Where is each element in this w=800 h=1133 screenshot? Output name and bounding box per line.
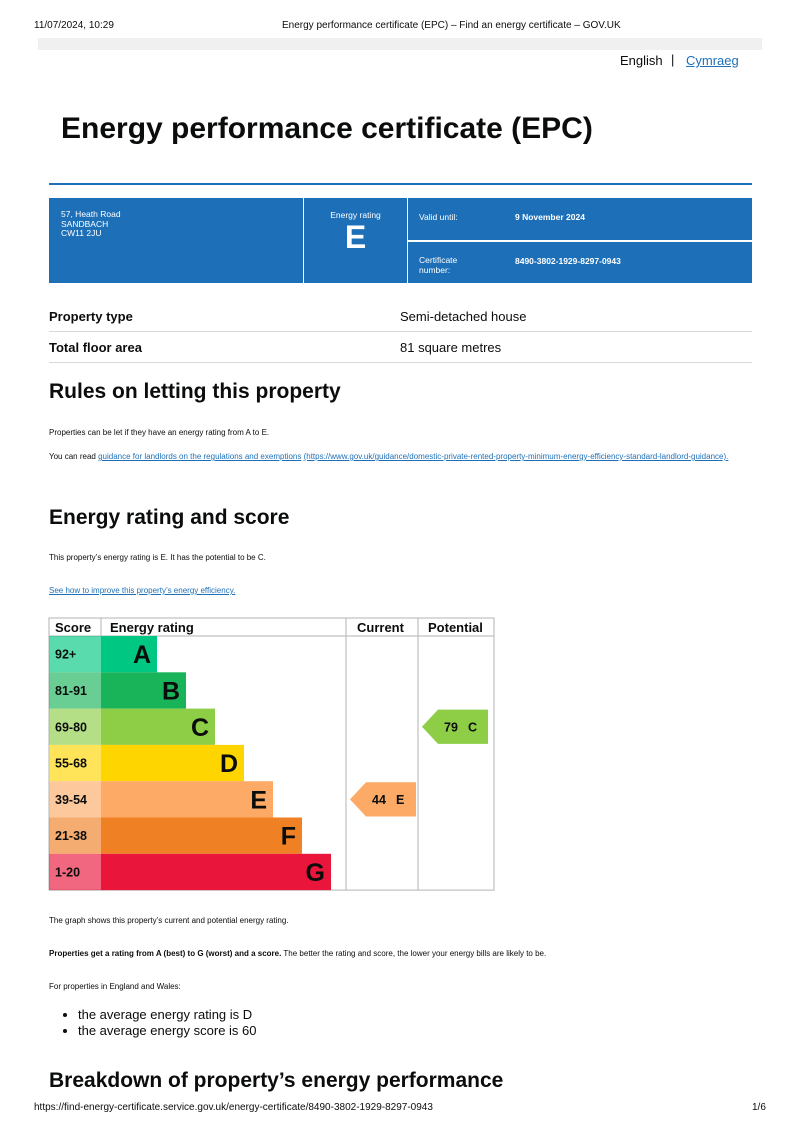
row-divider bbox=[49, 331, 752, 332]
print-datetime: 11/07/2024, 10:29 bbox=[34, 20, 114, 31]
rating-label: Energy rating bbox=[330, 210, 381, 220]
text: The better the rating and score, the low… bbox=[283, 949, 547, 958]
potential-score: 79 bbox=[444, 720, 458, 734]
grey-bar bbox=[38, 38, 762, 50]
property-label: Property type bbox=[49, 309, 133, 324]
score-cell bbox=[49, 817, 101, 854]
band-score: 81-91 bbox=[55, 684, 87, 698]
current-letter: E bbox=[396, 793, 404, 807]
link-url[interactable]: (https://www.gov.uk/guidance/domestic-pr… bbox=[303, 452, 729, 461]
bullet-list: the average energy rating is D the avera… bbox=[50, 1007, 257, 1039]
column-header: Energy rating bbox=[110, 620, 194, 635]
print-title: Energy performance certificate (EPC) – F… bbox=[282, 20, 621, 31]
score-cell bbox=[49, 781, 101, 818]
band-letter: F bbox=[281, 823, 296, 851]
link[interactable]: See how to improve this property’s energ… bbox=[49, 586, 236, 595]
column-header: Score bbox=[55, 620, 91, 635]
score-cell bbox=[49, 708, 101, 745]
bold-text: Properties get a rating from A (best) to… bbox=[49, 949, 282, 958]
band-letter: A bbox=[133, 641, 151, 669]
score-cell bbox=[49, 744, 101, 782]
potential-letter: C bbox=[468, 720, 477, 734]
section-heading: Energy rating and score bbox=[49, 506, 290, 529]
paragraph: Properties can be let if they have an en… bbox=[49, 428, 270, 437]
page-title: Energy performance certificate (EPC) bbox=[61, 112, 593, 145]
band-score: 21-38 bbox=[55, 829, 87, 843]
address-line: 57, Heath Road bbox=[61, 209, 121, 219]
score-cell bbox=[49, 636, 101, 673]
property-value: Semi-detached house bbox=[400, 309, 527, 324]
section-heading: Rules on letting this property bbox=[49, 380, 341, 403]
row-divider bbox=[49, 362, 752, 363]
section-heading: Breakdown of property’s energy performan… bbox=[49, 1069, 504, 1092]
rating-box: Energy rating E bbox=[304, 198, 407, 283]
property-label: Total floor area bbox=[49, 340, 142, 355]
column-header: Current bbox=[357, 620, 405, 635]
valid-label: Valid until: bbox=[419, 212, 458, 222]
certificate-box: Certificate number: 8490-3802-1929-8297-… bbox=[408, 242, 752, 283]
band-score: 1-20 bbox=[55, 865, 80, 879]
current-score: 44 bbox=[372, 793, 386, 807]
paragraph: This property’s energy rating is E. It h… bbox=[49, 553, 266, 562]
title-rule bbox=[49, 183, 752, 185]
rating-bar bbox=[101, 708, 215, 745]
rating-bar bbox=[101, 853, 331, 891]
band-score: 69-80 bbox=[55, 720, 87, 734]
score-cell bbox=[49, 853, 101, 891]
current-arrow bbox=[350, 782, 416, 817]
band-score: 55-68 bbox=[55, 757, 87, 771]
lang-cymraeg[interactable]: Cymraeg bbox=[686, 53, 739, 68]
paragraph: The graph shows this property’s current … bbox=[49, 916, 289, 925]
bullet: the average energy rating is D bbox=[78, 1007, 257, 1023]
valid-date: 9 November 2024 bbox=[515, 212, 585, 222]
print-page: 1/6 bbox=[752, 1102, 766, 1113]
band-letter: E bbox=[250, 786, 267, 814]
rating-bar bbox=[101, 636, 157, 673]
paragraph: For properties in England and Wales: bbox=[49, 982, 181, 991]
band-score: 39-54 bbox=[55, 793, 87, 807]
bullet: the average energy score is 60 bbox=[78, 1023, 257, 1039]
band-letter: B bbox=[162, 677, 180, 705]
score-cell bbox=[49, 672, 101, 709]
certificate-number: 8490-3802-1929-8297-0943 bbox=[515, 256, 621, 266]
lang-english: English bbox=[620, 53, 663, 68]
address: 57, Heath Road SANDBACH CW11 2JU bbox=[61, 209, 121, 239]
paragraph: Properties get a rating from A (best) to… bbox=[49, 949, 546, 958]
lang-separator: | bbox=[671, 52, 675, 67]
rating-bar bbox=[101, 744, 244, 782]
band-letter: G bbox=[306, 859, 325, 887]
band-letter: D bbox=[220, 750, 238, 778]
rating-bar bbox=[101, 817, 302, 854]
address-line: CW11 2JU bbox=[61, 228, 102, 238]
rating-bar bbox=[101, 781, 273, 818]
rating-letter: E bbox=[344, 219, 367, 255]
link[interactable]: guidance for landlords on the regulation… bbox=[98, 452, 302, 461]
address-box: 57, Heath Road SANDBACH CW11 2JU bbox=[49, 198, 303, 283]
potential-arrow bbox=[422, 709, 488, 744]
paragraph: You can read guidance for landlords on t… bbox=[49, 452, 739, 462]
valid-box: Valid until: 9 November 2024 bbox=[408, 198, 752, 240]
property-value: 81 square metres bbox=[400, 340, 502, 355]
certificate-label: Certificate number: bbox=[419, 255, 458, 275]
band-letter: C bbox=[191, 714, 209, 742]
column-header: Potential bbox=[428, 620, 483, 635]
band-score: 92+ bbox=[55, 648, 76, 662]
rating-bar bbox=[101, 672, 186, 709]
address-line: SANDBACH bbox=[61, 218, 109, 229]
print-url: https://find-energy-certificate.service.… bbox=[34, 1102, 433, 1113]
text: You can read bbox=[49, 452, 96, 461]
